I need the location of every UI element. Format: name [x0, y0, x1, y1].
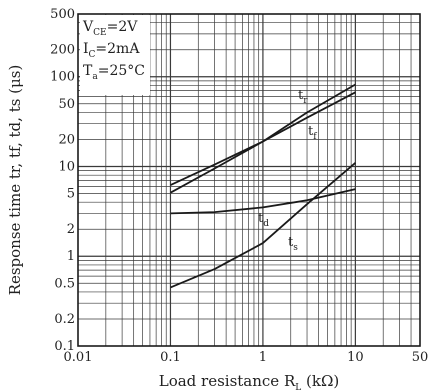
series-line-td — [170, 188, 356, 215]
curve-label-td: td — [258, 211, 269, 229]
y-tick-label: 20 — [58, 132, 75, 147]
series-line-tf — [170, 91, 356, 194]
y-tick-label: 1 — [67, 249, 75, 264]
x-tick-label: 0.01 — [64, 350, 93, 365]
y-tick-label: 50 — [58, 97, 75, 112]
series-line-ts — [170, 162, 356, 289]
x-axis-title: Load resistance RL (kΩ) — [159, 372, 340, 392]
x-tick-label: 50 — [412, 350, 429, 365]
curve-label-ts: ts — [288, 235, 298, 253]
x-tick-label: 1 — [259, 350, 267, 365]
y-tick-labels: 0.1 0.2 0.5 1 2 5 10 20 50 100 200 500 — [50, 7, 75, 354]
curve-label-tr: tr — [298, 88, 308, 106]
x-tick-label: 0.1 — [160, 350, 181, 365]
condition-line: IC=2mA — [83, 41, 140, 60]
x-tick-label: 10 — [347, 350, 364, 365]
grid — [78, 14, 420, 346]
y-tick-label: 0.1 — [54, 339, 75, 354]
curve-label-tf: tf — [308, 124, 317, 142]
y-tick-label: 10 — [58, 159, 75, 174]
series-layer — [170, 83, 356, 289]
y-tick-label: 200 — [50, 43, 75, 58]
y-tick-label: 5 — [67, 187, 75, 202]
y-tick-label: 500 — [50, 7, 75, 22]
plot-frame — [77, 13, 421, 347]
condition-line: Ta=25°C — [83, 63, 145, 82]
y-tick-label: 2 — [67, 222, 75, 237]
conditions-background — [80, 15, 150, 95]
x-tick-labels: 0.01 0.1 1 10 50 — [64, 350, 429, 365]
y-tick-label: 0.2 — [54, 312, 75, 327]
y-tick-label: 0.5 — [54, 276, 75, 291]
y-axis-title: Response time tr, tf, td, ts (μs) — [6, 65, 24, 296]
y-tick-label: 100 — [50, 70, 75, 85]
